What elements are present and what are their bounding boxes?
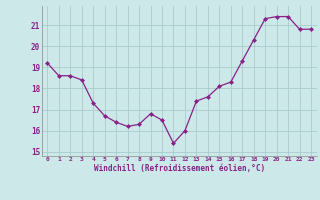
X-axis label: Windchill (Refroidissement éolien,°C): Windchill (Refroidissement éolien,°C) — [94, 164, 265, 173]
